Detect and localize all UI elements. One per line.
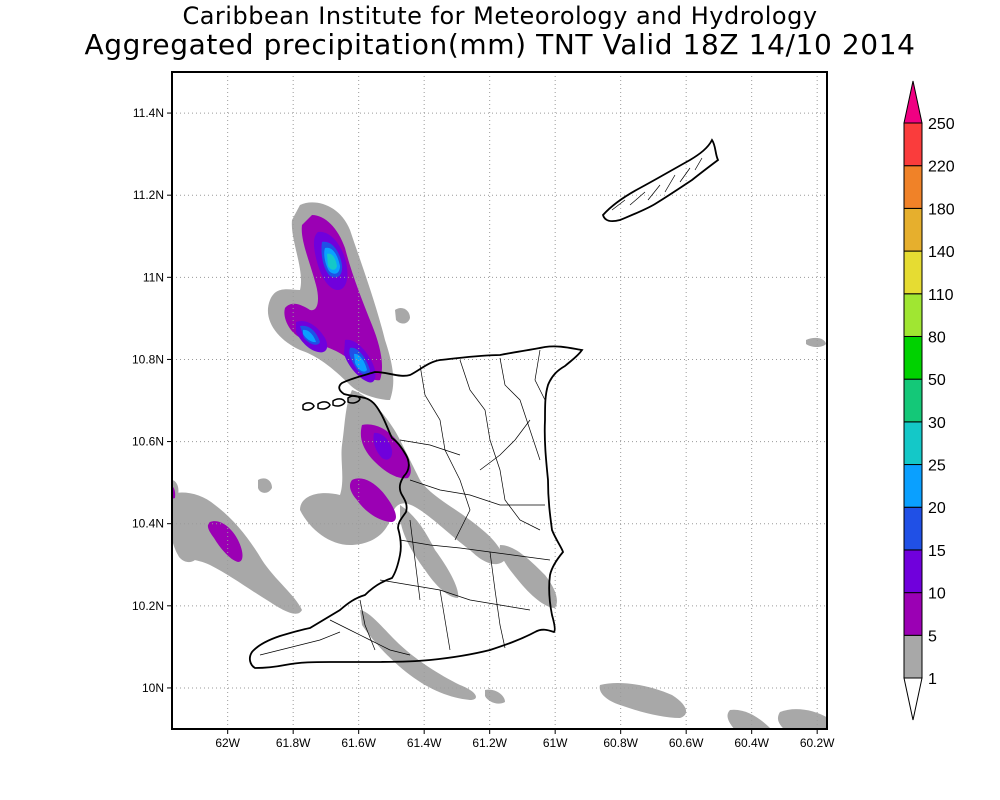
y-tick-label: 11N: [143, 270, 164, 284]
y-tick-label: 10.6N: [132, 435, 164, 449]
colorbar-bottom-arrow: [903, 677, 923, 721]
x-axis-labels: 62W 61.8W 61.6W 61.4W 61.2W 61W 60.8W 60.6W 60.4…: [215, 736, 835, 750]
colorbar-swatch: [903, 506, 923, 551]
tobago-outline: [601, 138, 720, 223]
y-tick-label: 10N: [142, 681, 164, 695]
x-tick-label: 60.8W: [603, 736, 638, 750]
colorbar-label: 250: [928, 116, 955, 133]
colorbar-top-arrow: [903, 80, 923, 124]
y-tick-label: 10.4N: [132, 517, 164, 531]
colorbar-swatch: [903, 122, 923, 167]
colorbar-swatch: [903, 592, 923, 636]
y-tick-label: 10.2N: [132, 599, 164, 613]
colorbar-label: 5: [928, 628, 937, 645]
precip-25-30-areas: [327, 253, 337, 270]
y-axis-labels: 10N 10.2N 10.4N 10.6N 10.8N 11N 11.2N 11.4N: [132, 106, 164, 695]
x-tick-label: 61.2W: [472, 736, 507, 750]
land-outlines: [248, 138, 720, 669]
title-line-2: Aggregated precipitation(mm) TNT Valid 1…: [84, 28, 916, 61]
colorbar-label: 180: [928, 201, 955, 218]
colorbar-label: 220: [928, 159, 955, 176]
colorbar-swatch: [903, 634, 923, 679]
colorbar-swatch: [903, 165, 923, 209]
colorbar-label: 15: [928, 543, 946, 560]
colorbar-label: 140: [928, 244, 955, 261]
trinidad-outline: [248, 345, 584, 669]
colorbar-swatch: [903, 335, 923, 380]
precip-light-areas: [172, 202, 827, 729]
colorbar-swatch: [903, 207, 923, 252]
map-frame: [171, 71, 828, 730]
x-tick-label: 60.6W: [669, 736, 704, 750]
admin-boundaries: [259, 157, 703, 656]
colorbar-label: 30: [928, 415, 946, 432]
precipitation-shading: [172, 202, 827, 729]
colorbar-label: 110: [928, 287, 954, 304]
x-tick-label: 61W: [543, 736, 568, 750]
colorbar-swatch: [903, 549, 923, 594]
colorbar-label: 1: [928, 671, 937, 688]
x-tick-label: 61.8W: [276, 736, 311, 750]
colorbar-label: 25: [928, 458, 946, 475]
x-tick-label: 60.4W: [734, 736, 769, 750]
colorbar-swatch: [903, 378, 923, 423]
trinidad-islets: [302, 395, 361, 411]
title-line-1: Caribbean Institute for Meteorology and …: [182, 2, 818, 30]
colorbar-label: 10: [928, 586, 946, 603]
x-tick-label: 60.2W: [800, 736, 835, 750]
axis-ticks: [167, 112, 818, 734]
colorbar-label: 80: [928, 329, 946, 346]
x-tick-label: 62W: [215, 736, 240, 750]
colorbar-swatch: [903, 421, 923, 466]
x-tick-label: 61.6W: [341, 736, 376, 750]
colorbar-label: 20: [928, 500, 946, 517]
map-grid: [172, 72, 827, 729]
colorbar-swatch: [903, 250, 923, 295]
y-tick-label: 11.4N: [133, 106, 164, 120]
y-tick-label: 10.8N: [132, 352, 164, 366]
colorbar-swatch: [903, 464, 923, 508]
colorbar-label: 50: [928, 372, 946, 389]
x-tick-label: 61.4W: [407, 736, 442, 750]
y-tick-label: 11.2N: [133, 188, 164, 202]
colorbar-swatch: [903, 293, 923, 337]
